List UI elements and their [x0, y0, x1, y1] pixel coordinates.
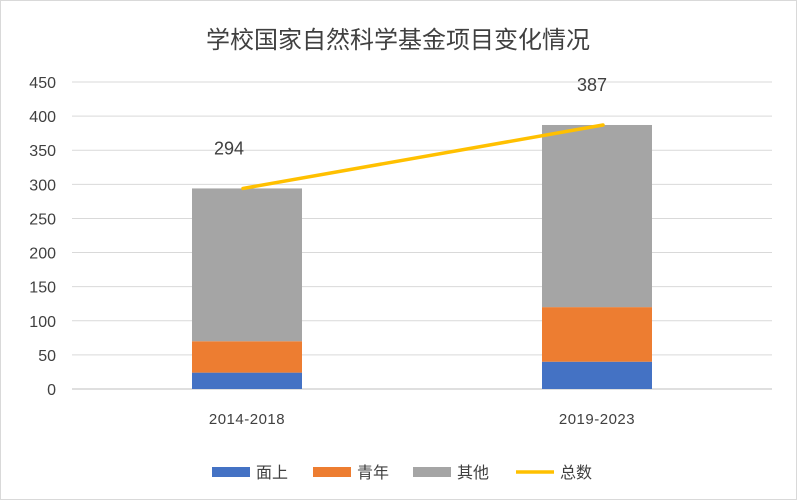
legend: 面上 青年 其他 总数	[212, 463, 592, 482]
bar-segment	[192, 341, 302, 373]
y-tick-label: 100	[29, 314, 56, 331]
y-tick-label: 400	[29, 109, 56, 126]
data-labels: 294 387	[214, 75, 607, 158]
x-tick-label: 2019-2023	[559, 411, 635, 428]
data-label: 294	[214, 138, 244, 158]
gridlines	[72, 81, 772, 390]
legend-swatch	[313, 467, 351, 477]
chart-title: 学校国家自然科学基金项目变化情况	[206, 26, 590, 54]
bar-segment	[192, 372, 302, 389]
y-tick-label: 350	[29, 143, 56, 160]
legend-swatch	[413, 467, 451, 477]
y-tick-label: 150	[29, 280, 56, 297]
y-tick-label: 300	[29, 177, 56, 194]
bar-segment	[542, 124, 652, 308]
legend-label: 青年	[357, 463, 389, 482]
y-tick-label: 250	[29, 211, 56, 228]
y-tick-label: 50	[38, 348, 56, 365]
data-label: 387	[577, 75, 607, 95]
total-line-path	[241, 123, 605, 191]
bar-segment	[542, 361, 652, 389]
y-tick-label: 200	[29, 246, 56, 263]
y-tick-label: 0	[47, 382, 56, 399]
bar-segment	[192, 188, 302, 342]
bar-segment	[542, 307, 652, 362]
legend-label: 面上	[256, 463, 288, 482]
total-line	[241, 123, 605, 191]
x-axis: 2014-2018 2019-2023	[209, 411, 635, 428]
legend-swatch	[212, 467, 250, 477]
y-axis: 0 50 100 150 200 250 300 350 400 450	[29, 75, 56, 399]
x-tick-label: 2014-2018	[209, 411, 285, 428]
bars	[192, 124, 652, 389]
legend-label: 其他	[457, 463, 489, 482]
legend-label: 总数	[560, 463, 592, 482]
y-tick-label: 450	[29, 75, 56, 92]
